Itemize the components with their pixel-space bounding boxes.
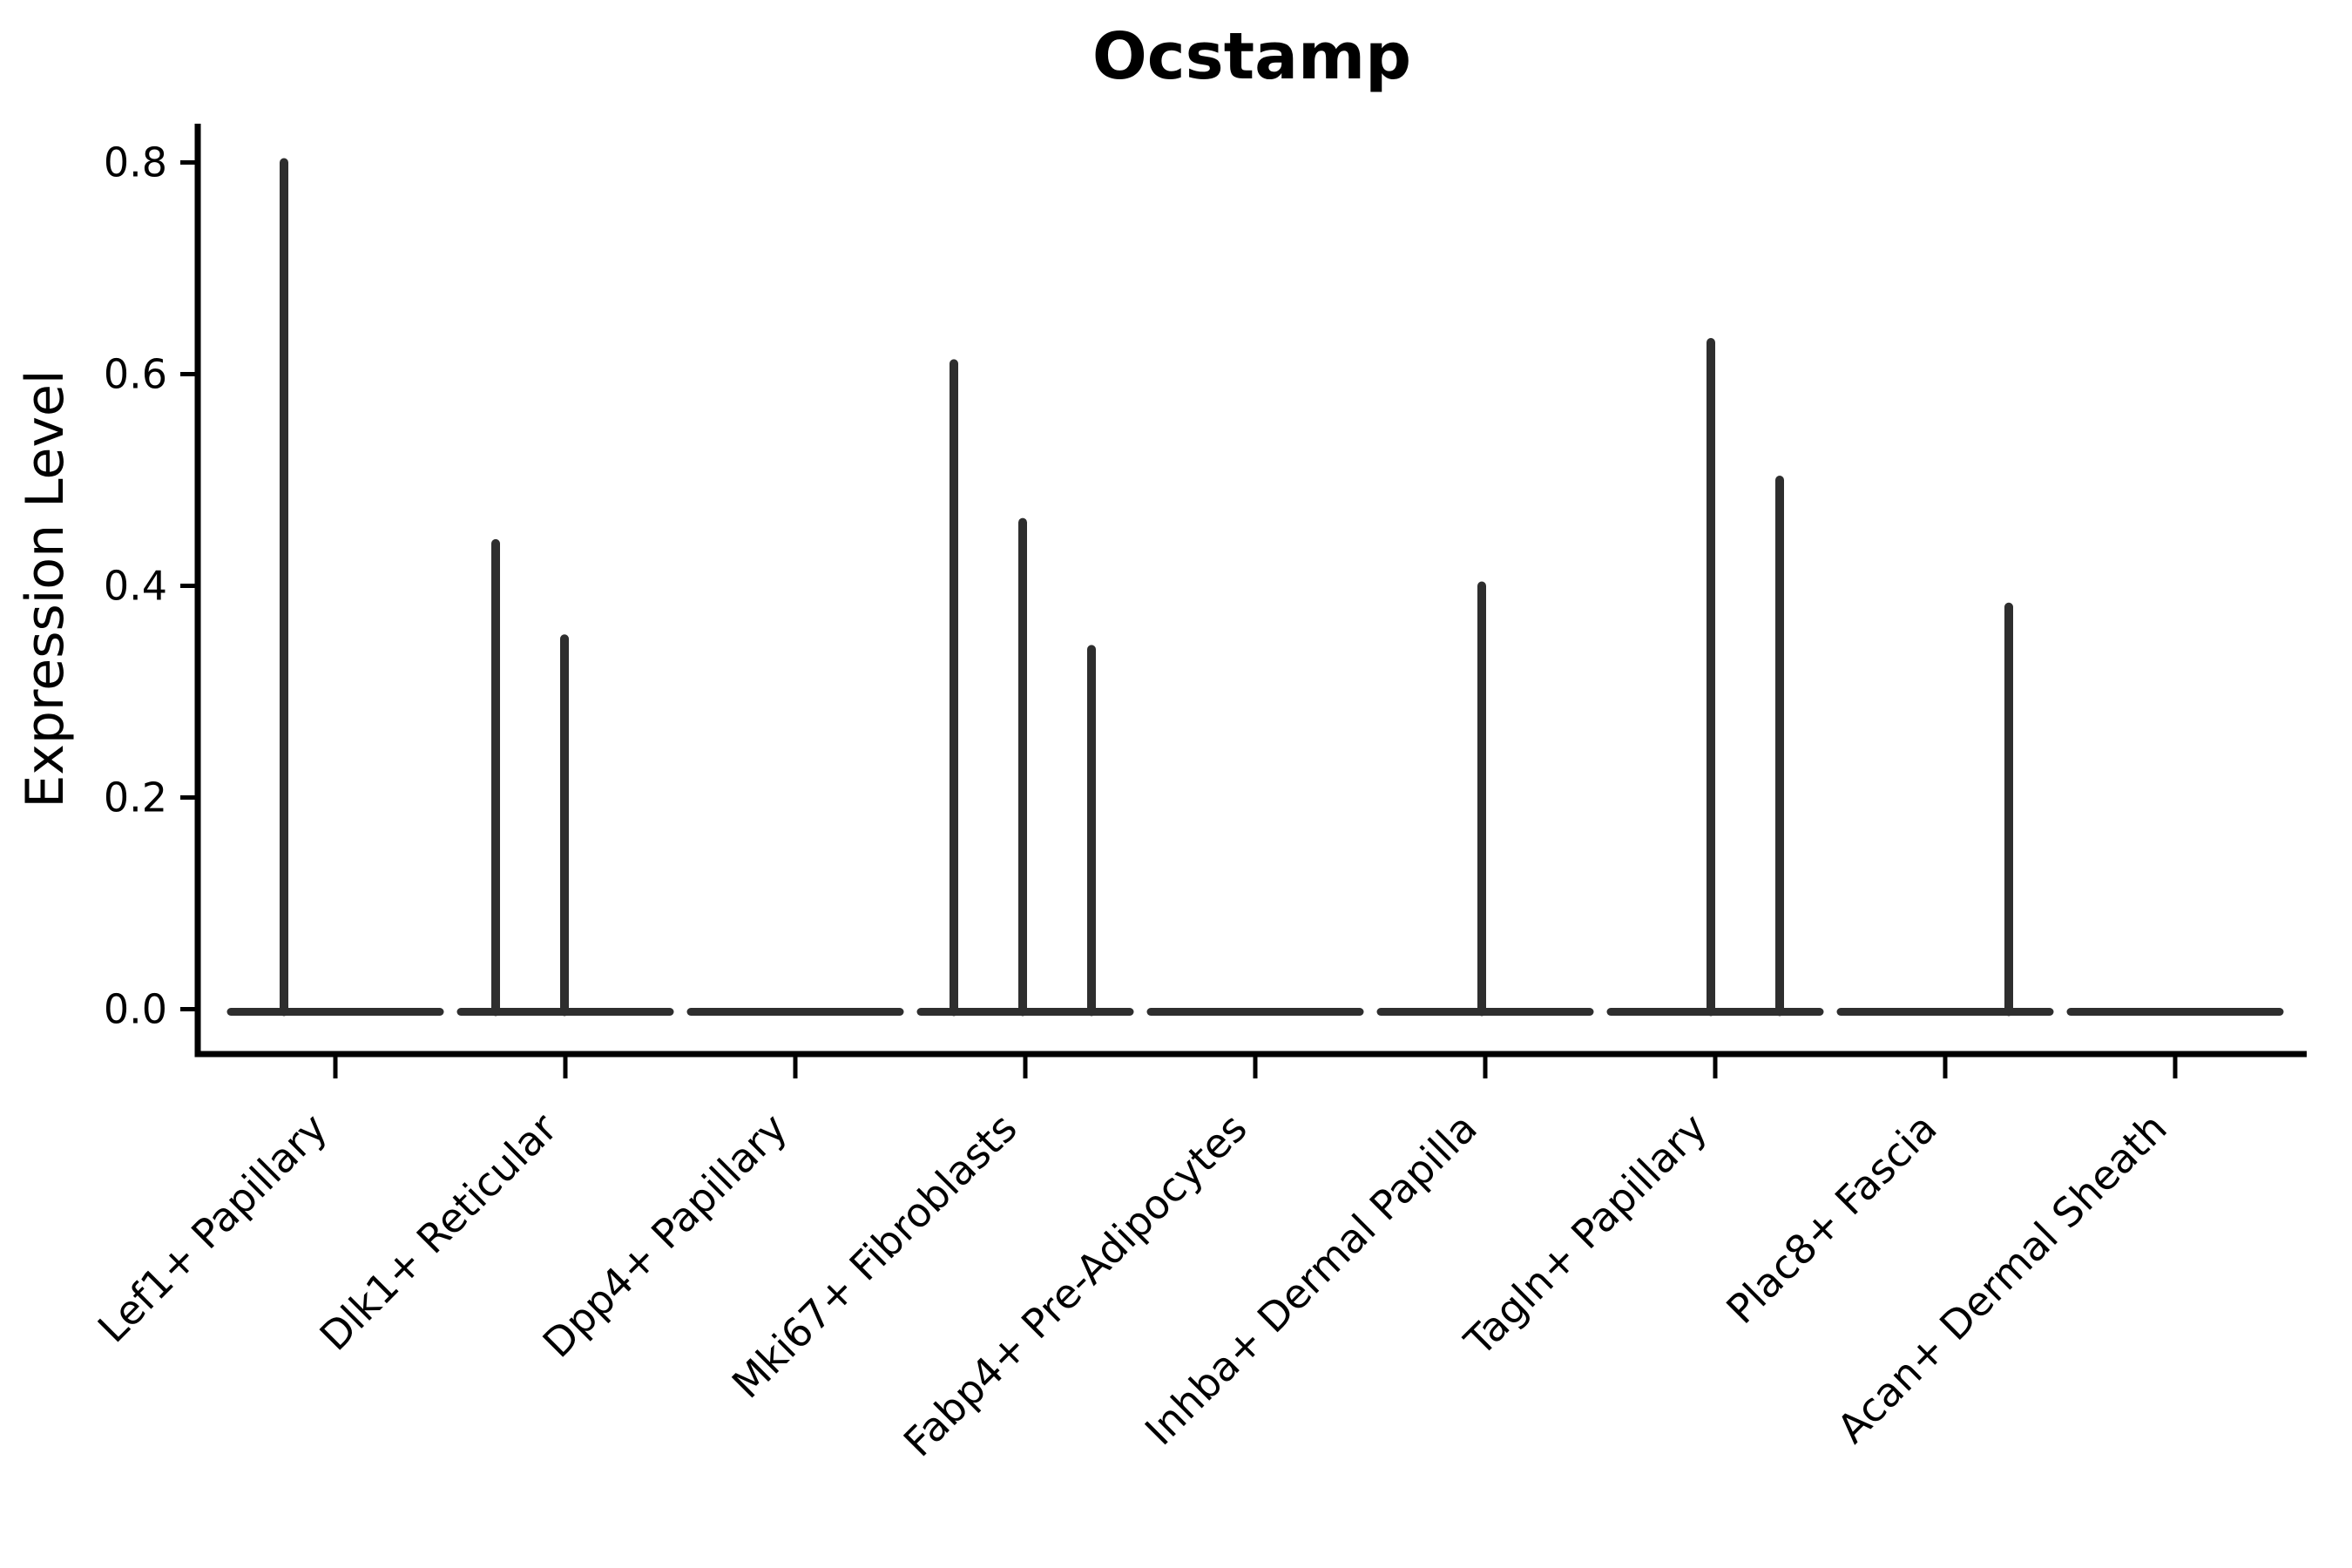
- x-tick-label: Dlk1+ Reticular: [311, 1105, 566, 1360]
- y-tick-label: 0.2: [104, 774, 167, 821]
- y-axis-label: Expression Level: [15, 369, 76, 808]
- y-tick-label: 0.8: [104, 139, 167, 186]
- y-tick-label: 0.0: [104, 986, 167, 1033]
- x-tick-label: Tagln+ Papillary: [1455, 1105, 1716, 1366]
- y-tick-label: 0.4: [104, 563, 167, 610]
- chart-title: Ocstamp: [1092, 19, 1411, 94]
- y-tick-label: 0.6: [104, 351, 167, 398]
- x-tick-label: Plac8+ Fascia: [1717, 1105, 1945, 1333]
- x-tick-label: Lef1+ Papillary: [89, 1105, 336, 1352]
- x-tick-label: Dpp4+ Papillary: [534, 1105, 796, 1367]
